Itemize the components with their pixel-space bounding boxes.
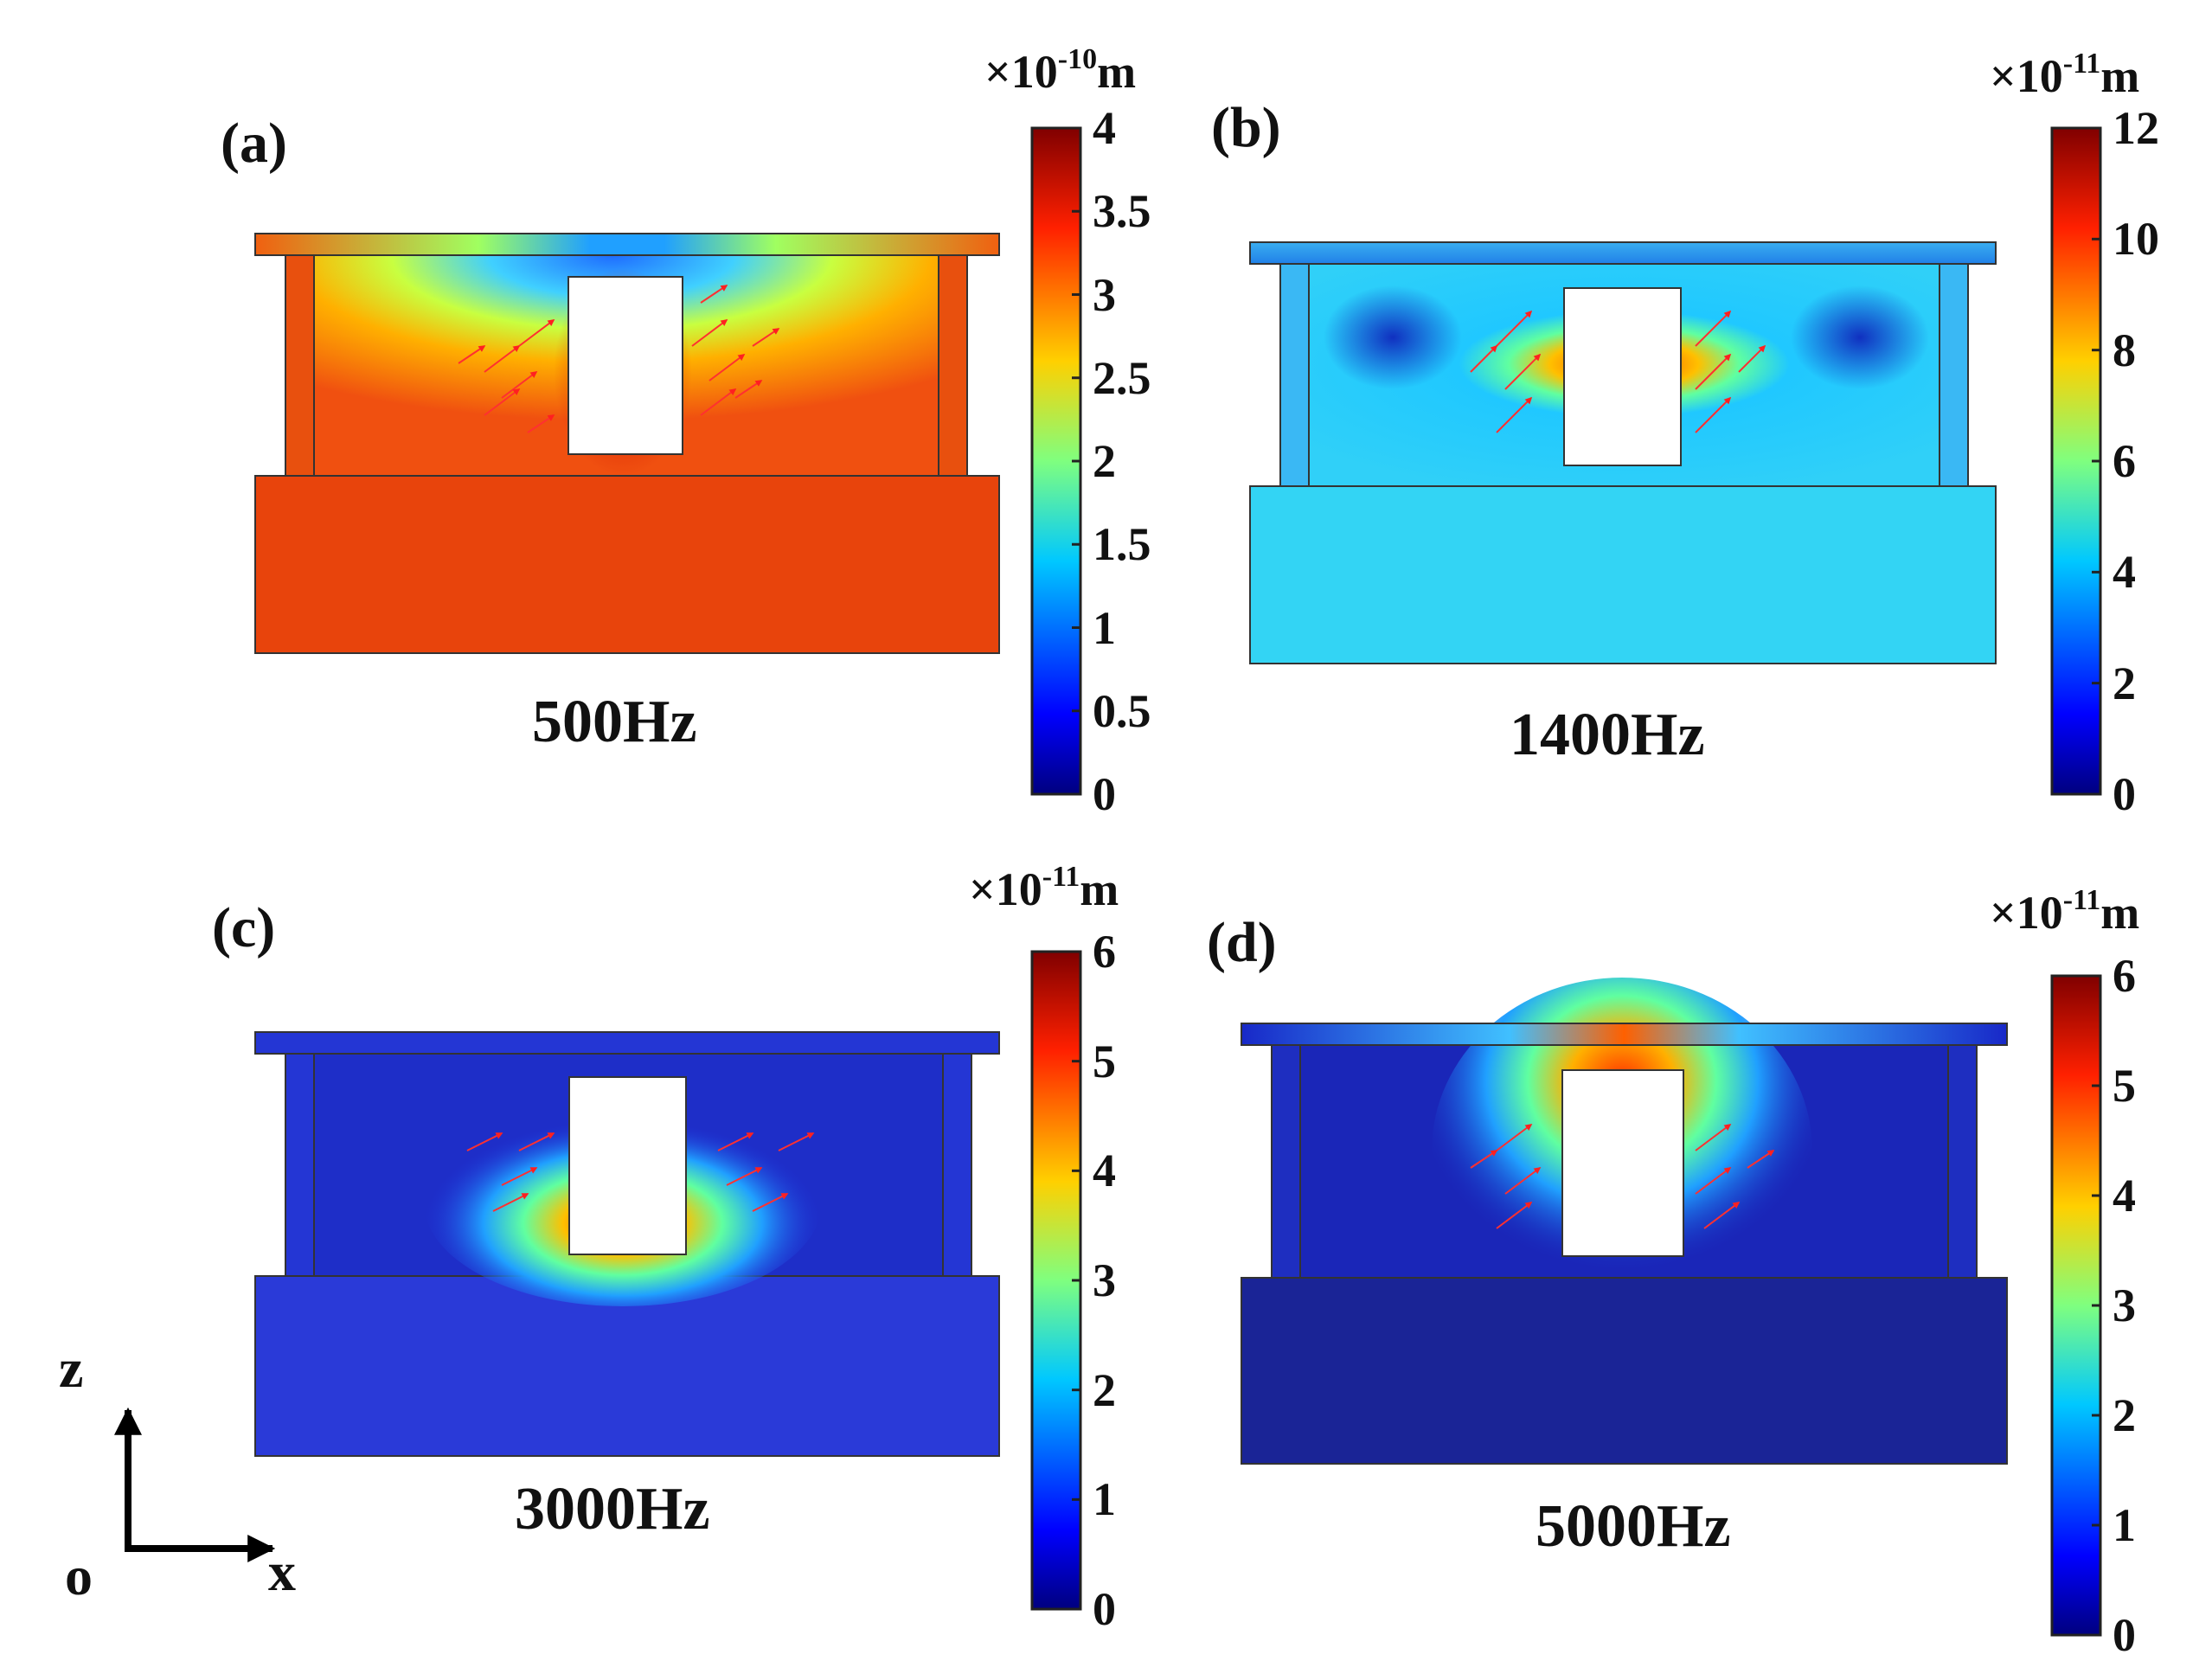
panel-c-hole: [568, 1076, 687, 1255]
colorbar-tick-label: 0: [2113, 768, 2136, 820]
colorbar-tick-label: 6: [2113, 950, 2136, 1002]
colorbar-tick-label: 4: [1093, 1145, 1116, 1197]
panel-d-unit: ×10-11m: [1990, 884, 2140, 939]
panel-a-base: [254, 475, 1000, 654]
colorbar-tick-label: 5: [2113, 1060, 2136, 1112]
panel-b-plot: [1249, 241, 1997, 664]
colorbar-tick-label: 4: [2113, 546, 2136, 599]
panel-d-left-wall: [1271, 1044, 1301, 1279]
panel-b-right-wall: [1939, 263, 1969, 487]
colorbar-tick-label: 5: [1093, 1035, 1116, 1087]
colorbar-tick-label: 2: [1093, 1363, 1116, 1416]
colorbar-tick-label: 0: [2113, 1609, 2136, 1661]
panel-c-plot: [254, 1031, 1000, 1457]
panel-a-label: (a): [221, 112, 287, 175]
panel-c-frequency: 3000Hz: [515, 1476, 710, 1542]
panel-a-hole: [567, 276, 683, 455]
colorbar-tick-label: 4: [2113, 1170, 2136, 1222]
panel-c-unit: ×10-11m: [969, 861, 1119, 915]
panel-a-right-wall: [938, 254, 968, 477]
panel-c-left-wall: [285, 1053, 315, 1277]
panel-b-top-plate: [1249, 241, 1997, 265]
panel-a-vectors: [458, 285, 780, 433]
colorbar-tick-label: 2: [2113, 1389, 2136, 1441]
colorbar-tick-label: 1: [2113, 1499, 2136, 1551]
colorbar-tick-label: 0: [1093, 768, 1116, 820]
panel-c-label: (c): [212, 896, 276, 959]
panel-a-frequency: 500Hz: [532, 689, 697, 755]
panel-a-top-plate: [254, 233, 1000, 256]
colorbar-tick-label: 10: [2113, 213, 2159, 266]
colorbar-tick-label: 1: [1093, 601, 1116, 654]
panel-c-right-wall: [942, 1053, 972, 1277]
panel-d-right-wall: [1947, 1044, 1978, 1279]
colorbar-tick-label: 2: [2113, 657, 2136, 709]
panel-a-left-wall: [285, 254, 315, 477]
origin-label: o: [65, 1545, 93, 1606]
panel-b-left-wall: [1279, 263, 1310, 487]
panel-d-frequency: 5000Hz: [1536, 1493, 1731, 1560]
colorbar-tick-label: 8: [2113, 324, 2136, 376]
panel-d-top-plate: [1241, 1023, 2008, 1046]
panel-d-label: (d): [1207, 911, 1277, 974]
panel-d-hole: [1561, 1069, 1684, 1257]
colorbar-tick-label: 2.5: [1093, 351, 1151, 404]
colorbar-tick-label: 3: [2113, 1279, 2136, 1331]
colorbar-tick-label: 3: [1093, 268, 1116, 321]
panel-b-base: [1249, 485, 1997, 664]
colorbar-tick-label: 1.5: [1093, 518, 1151, 571]
panel-b-hole: [1563, 287, 1682, 466]
colorbar-tick-label: 6: [1093, 926, 1116, 978]
x-axis-label: x: [268, 1541, 296, 1602]
colorbar-tick-label: 0.5: [1093, 684, 1151, 737]
z-axis-label: z: [59, 1337, 84, 1399]
colorbar-tick-label: 0: [1093, 1583, 1116, 1635]
colorbar-tickmarks: [1072, 209, 2100, 1527]
coordinate-axes: [114, 1407, 276, 1562]
colorbar-tick-label: 4: [1093, 102, 1116, 154]
panel-b-unit: ×10-11m: [1990, 48, 2140, 102]
panel-b-vectors: [1470, 310, 1766, 433]
colorbar-tick-label: 3.5: [1093, 185, 1151, 238]
panel-b-frequency: 1400Hz: [1510, 702, 1705, 768]
panel-d-vectors: [1470, 1124, 1775, 1229]
colorbar-tick-label: 1: [1093, 1473, 1116, 1526]
colorbar-tick-label: 12: [2113, 102, 2159, 154]
colorbar-tick-label: 6: [2113, 435, 2136, 487]
panel-a-unit: ×10-10m: [984, 43, 1137, 98]
panel-c-vectors: [466, 1132, 815, 1212]
panel-c-top-plate: [254, 1031, 1000, 1055]
panel-d-plot: [1241, 978, 2008, 1465]
colorbar-tick-label: 2: [1093, 435, 1116, 487]
panel-b-label: (b): [1211, 96, 1281, 159]
colorbar-tick-label: 3: [1093, 1254, 1116, 1306]
panel-a-plot: [254, 233, 1000, 654]
